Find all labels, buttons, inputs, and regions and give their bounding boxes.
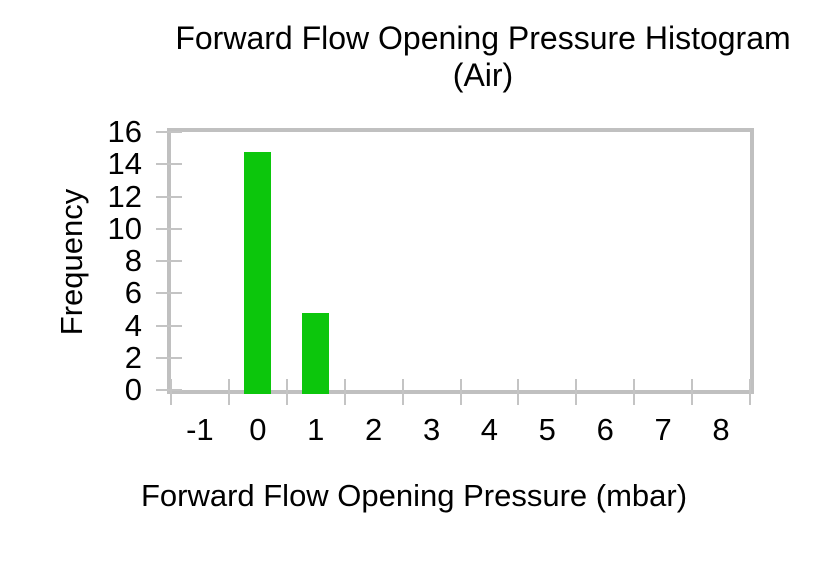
x-tick-mark (285, 379, 288, 405)
y-tick-label: 2 (124, 339, 142, 375)
x-tick-label: 6 (596, 412, 614, 447)
x-tick-mark (343, 379, 346, 405)
x-tick-mark (401, 379, 404, 405)
chart-title: Forward Flow Opening Pressure Histogram … (153, 20, 813, 94)
chart-title-line1: Forward Flow Opening Pressure Histogram (175, 20, 791, 56)
plot-area (167, 128, 754, 394)
x-tick-mark (575, 379, 578, 405)
x-tick-mark (227, 379, 230, 405)
x-tick-mark (691, 379, 694, 405)
x-tick-label: 5 (538, 412, 556, 447)
chart-title-line2: (Air) (452, 57, 514, 93)
x-tick-label: 1 (307, 412, 325, 447)
x-tick-label: 2 (364, 412, 383, 447)
y-tick-label: 12 (107, 178, 142, 214)
y-tick-mark (156, 356, 182, 359)
x-axis-title: Forward Flow Opening Pressure (mbar) (140, 478, 688, 513)
y-tick-label: 0 (124, 372, 142, 407)
y-tick-label: 10 (107, 210, 142, 246)
y-tick-mark (156, 389, 182, 391)
x-tick-label: 0 (249, 412, 267, 447)
x-tick-label: 7 (654, 412, 672, 447)
x-tick-label: 3 (422, 412, 441, 447)
y-tick-mark (156, 292, 182, 295)
x-tick-mark (170, 379, 172, 405)
y-tick-mark (156, 324, 182, 327)
y-tick-label: 6 (124, 275, 142, 311)
y-tick-label: 8 (124, 243, 142, 278)
y-tick-label: 4 (124, 307, 142, 343)
x-tick-label: 4 (480, 412, 499, 447)
x-tick-label: -1 (186, 412, 214, 447)
x-tick-mark (633, 379, 636, 405)
y-tick-label: 14 (107, 146, 142, 182)
histogram-bar (302, 313, 330, 394)
histogram-bar (244, 152, 272, 394)
x-tick-mark (517, 379, 520, 405)
x-tick-label: 8 (712, 412, 730, 447)
y-tick-mark (156, 227, 182, 230)
y-tick-mark (156, 260, 182, 262)
x-tick-mark (459, 379, 462, 405)
y-tick-label: 16 (107, 114, 142, 149)
y-tick-mark (156, 163, 182, 166)
x-tick-mark (749, 379, 751, 405)
y-tick-mark (156, 195, 182, 198)
y-tick-mark (156, 131, 182, 133)
